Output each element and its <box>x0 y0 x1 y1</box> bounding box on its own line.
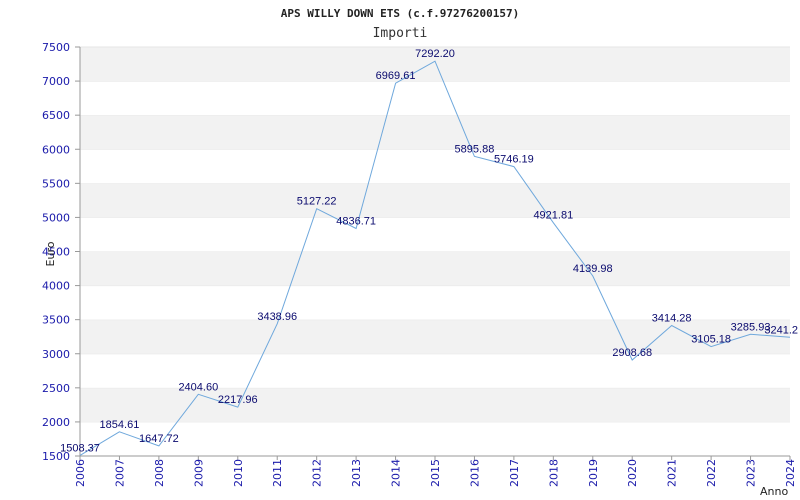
x-tick-label: 2010 <box>232 459 245 487</box>
x-tick-label: 2015 <box>429 459 442 487</box>
grid-band <box>80 183 790 217</box>
grid-band <box>80 115 790 149</box>
y-tick-label: 7000 <box>42 75 70 88</box>
y-tick-label: 6000 <box>42 143 70 156</box>
x-tick-label: 2019 <box>587 459 600 487</box>
x-tick-label: 2018 <box>547 459 560 487</box>
data-label: 1854.61 <box>100 419 140 431</box>
y-tick-label: 7500 <box>42 41 70 54</box>
x-tick-label: 2007 <box>113 459 126 487</box>
data-label: 5746.19 <box>494 154 534 166</box>
data-label: 4921.81 <box>533 210 573 222</box>
y-tick-label: 5500 <box>42 177 70 190</box>
x-tick-label: 2009 <box>192 459 205 487</box>
data-label: 3105.18 <box>691 334 731 346</box>
data-label: 6969.61 <box>376 70 416 82</box>
data-label: 5895.88 <box>455 143 495 155</box>
data-label: 1647.72 <box>139 433 179 445</box>
data-label: 3414.28 <box>652 313 692 325</box>
data-label: 2404.60 <box>178 381 218 393</box>
x-tick-label: 2011 <box>271 459 284 487</box>
x-tick-label: 2020 <box>626 459 639 487</box>
grid-bands <box>80 47 790 456</box>
data-label: 2908.68 <box>612 347 652 359</box>
grid-band <box>80 422 790 456</box>
x-tick-label: 2022 <box>705 459 718 487</box>
y-tick-label: 3000 <box>42 348 70 361</box>
y-tick-label: 2000 <box>42 416 70 429</box>
grid-band <box>80 81 790 115</box>
x-tick-label: 2021 <box>666 459 679 487</box>
data-label: 5127.22 <box>297 196 337 208</box>
grid-band <box>80 320 790 354</box>
data-label: 1508.37 <box>60 442 100 454</box>
data-label: 3241.2 <box>764 324 798 336</box>
data-label: 4139.98 <box>573 263 613 275</box>
grid-band <box>80 149 790 183</box>
chart-title: APS WILLY DOWN ETS (c.f.97276200157) <box>281 7 519 20</box>
data-label: 4836.71 <box>336 216 376 228</box>
x-tick-label: 2014 <box>390 459 403 487</box>
chart-subtitle: Importi <box>373 26 428 41</box>
x-tick-label: 2023 <box>745 459 758 487</box>
x-tick-label: 2012 <box>311 459 324 487</box>
y-tick-label: 2500 <box>42 382 70 395</box>
data-label: 2217.96 <box>218 394 258 406</box>
y-axis-title: Euro <box>44 241 57 266</box>
grid-band <box>80 217 790 251</box>
x-tick-label: 2016 <box>468 459 481 487</box>
x-tick-label: 2024 <box>784 459 797 487</box>
x-axis-title: Anno <box>760 485 788 498</box>
x-tick-label: 2017 <box>508 459 521 487</box>
data-label: 7292.20 <box>415 48 455 60</box>
x-tick-label: 2008 <box>153 459 166 487</box>
y-tick-label: 5000 <box>42 211 70 224</box>
x-tick-label: 2006 <box>74 459 87 487</box>
x-tick-label: 2013 <box>350 459 363 487</box>
y-tick-label: 4000 <box>42 280 70 293</box>
y-tick-label: 3500 <box>42 314 70 327</box>
x-tick-labels: 2006 2007 2008 2009 2010 2011 2012 2013 2014 2015… <box>74 456 797 487</box>
line-chart: 1500200025003000350040004500500055006000… <box>0 0 800 500</box>
grid-band <box>80 252 790 286</box>
data-label: 3438.96 <box>257 311 297 323</box>
y-tick-label: 6500 <box>42 109 70 122</box>
